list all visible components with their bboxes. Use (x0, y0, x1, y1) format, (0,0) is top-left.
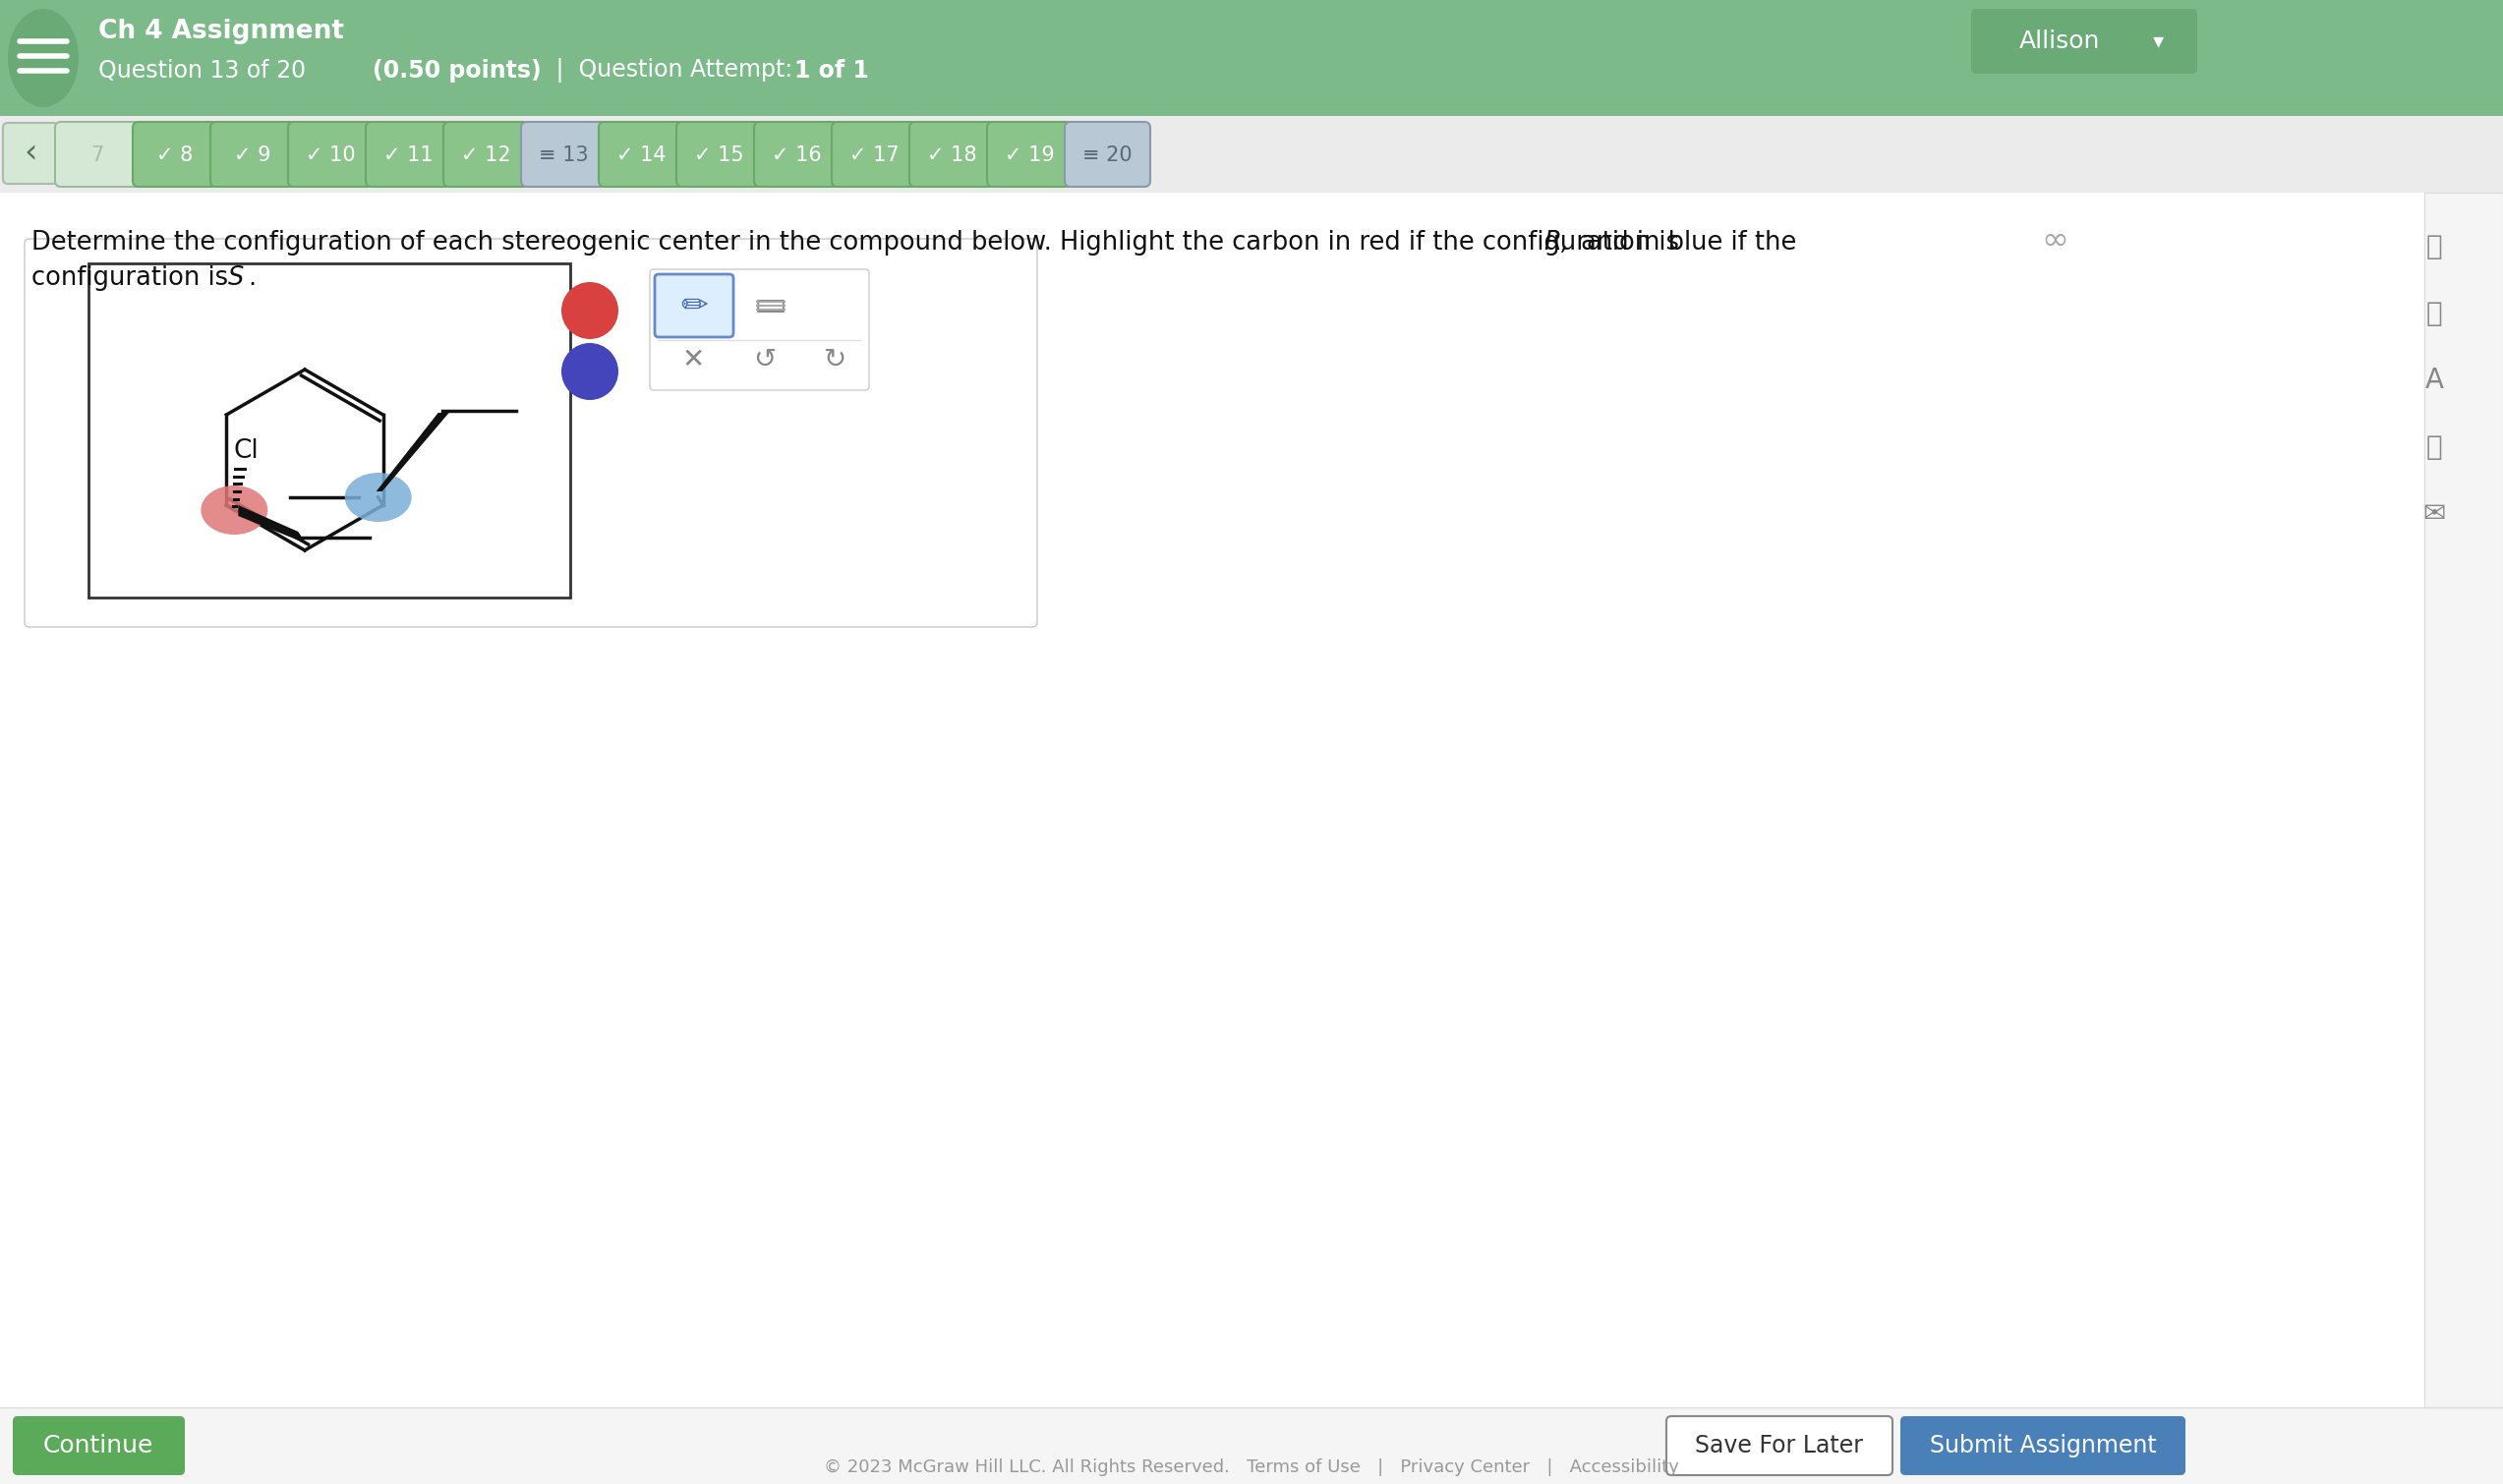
Text: ✓ 17: ✓ 17 (849, 145, 899, 165)
Ellipse shape (561, 343, 618, 401)
Polygon shape (375, 413, 448, 491)
FancyBboxPatch shape (753, 122, 839, 187)
Bar (0, 193, 2425, 1407)
Text: |  Question Attempt:: | Question Attempt: (548, 58, 801, 83)
Text: ✓ 19: ✓ 19 (1004, 145, 1054, 165)
Bar (0, 116, 2503, 193)
Text: ≡ 20: ≡ 20 (1081, 145, 1131, 165)
FancyBboxPatch shape (1064, 122, 1151, 187)
Text: ✏: ✏ (681, 289, 708, 322)
Text: .: . (248, 266, 255, 291)
FancyBboxPatch shape (831, 122, 916, 187)
FancyBboxPatch shape (521, 122, 606, 187)
FancyBboxPatch shape (13, 1416, 185, 1475)
Bar (0, 193, 2503, 1407)
Text: Save For Later: Save For Later (1695, 1434, 1865, 1457)
Text: ▭: ▭ (753, 289, 788, 322)
Ellipse shape (200, 485, 268, 534)
Ellipse shape (345, 473, 410, 522)
Text: 📖: 📖 (2425, 433, 2443, 462)
Text: R,: R, (1544, 230, 1569, 255)
FancyBboxPatch shape (210, 122, 295, 187)
FancyBboxPatch shape (676, 122, 761, 187)
FancyBboxPatch shape (133, 122, 218, 187)
Ellipse shape (561, 282, 618, 338)
FancyBboxPatch shape (909, 122, 994, 187)
Text: Allison: Allison (2020, 30, 2100, 53)
Text: Ch 4 Assignment: Ch 4 Assignment (98, 19, 343, 45)
FancyBboxPatch shape (55, 122, 140, 187)
Text: 1 of 1: 1 of 1 (793, 59, 869, 83)
Text: ✓ 8: ✓ 8 (158, 145, 193, 165)
Text: ∞: ∞ (2040, 224, 2067, 257)
FancyBboxPatch shape (651, 269, 869, 390)
Text: ✓ 14: ✓ 14 (616, 145, 666, 165)
Text: Determine the configuration of each stereogenic center in the compound below. Hi: Determine the configuration of each ster… (33, 230, 1687, 255)
Text: ↻: ↻ (823, 346, 846, 374)
Text: configuration is: configuration is (33, 266, 235, 291)
FancyBboxPatch shape (25, 239, 1036, 628)
Text: ‹: ‹ (25, 137, 38, 169)
FancyBboxPatch shape (656, 275, 733, 337)
Text: 7: 7 (90, 145, 103, 165)
Text: and in blue if the: and in blue if the (1572, 230, 1797, 255)
FancyBboxPatch shape (1900, 1416, 2185, 1475)
Text: (0.50 points): (0.50 points) (373, 59, 541, 83)
FancyBboxPatch shape (288, 122, 373, 187)
Text: 📋: 📋 (2425, 233, 2443, 260)
FancyBboxPatch shape (3, 123, 58, 184)
FancyBboxPatch shape (1972, 9, 2198, 74)
Bar (0, 0, 2503, 116)
Text: ✓ 11: ✓ 11 (383, 145, 433, 165)
FancyBboxPatch shape (598, 122, 683, 187)
Text: ↺: ↺ (753, 346, 776, 374)
Text: ✉: ✉ (2423, 500, 2445, 528)
Text: Cl: Cl (233, 438, 258, 464)
Bar (88, 263, 571, 598)
Text: ✓ 12: ✓ 12 (461, 145, 511, 165)
Text: ▾: ▾ (2153, 31, 2163, 50)
Text: Continue: Continue (43, 1434, 153, 1457)
Text: 📊: 📊 (2425, 300, 2443, 328)
Text: ✓ 15: ✓ 15 (693, 145, 743, 165)
Text: ✓ 10: ✓ 10 (305, 145, 355, 165)
Text: ≡ 13: ≡ 13 (538, 145, 588, 165)
Bar (0, 1407, 2503, 1484)
FancyBboxPatch shape (365, 122, 451, 187)
Text: ✕: ✕ (681, 346, 703, 374)
FancyBboxPatch shape (1667, 1416, 1892, 1475)
Ellipse shape (8, 9, 78, 107)
Text: ✓ 16: ✓ 16 (771, 145, 821, 165)
FancyBboxPatch shape (443, 122, 528, 187)
Polygon shape (238, 505, 305, 543)
Text: Question 13 of 20: Question 13 of 20 (98, 59, 313, 83)
Bar (2425, 193, 2503, 1407)
FancyBboxPatch shape (986, 122, 1074, 187)
Text: Submit Assignment: Submit Assignment (1930, 1434, 2155, 1457)
Text: © 2023 McGraw Hill LLC. All Rights Reserved.   Terms of Use   |   Privacy Center: © 2023 McGraw Hill LLC. All Rights Reser… (823, 1459, 1680, 1477)
Text: ✓ 9: ✓ 9 (235, 145, 270, 165)
Text: S: S (228, 266, 245, 291)
Text: ✓ 18: ✓ 18 (926, 145, 976, 165)
Text: A: A (2425, 367, 2443, 395)
